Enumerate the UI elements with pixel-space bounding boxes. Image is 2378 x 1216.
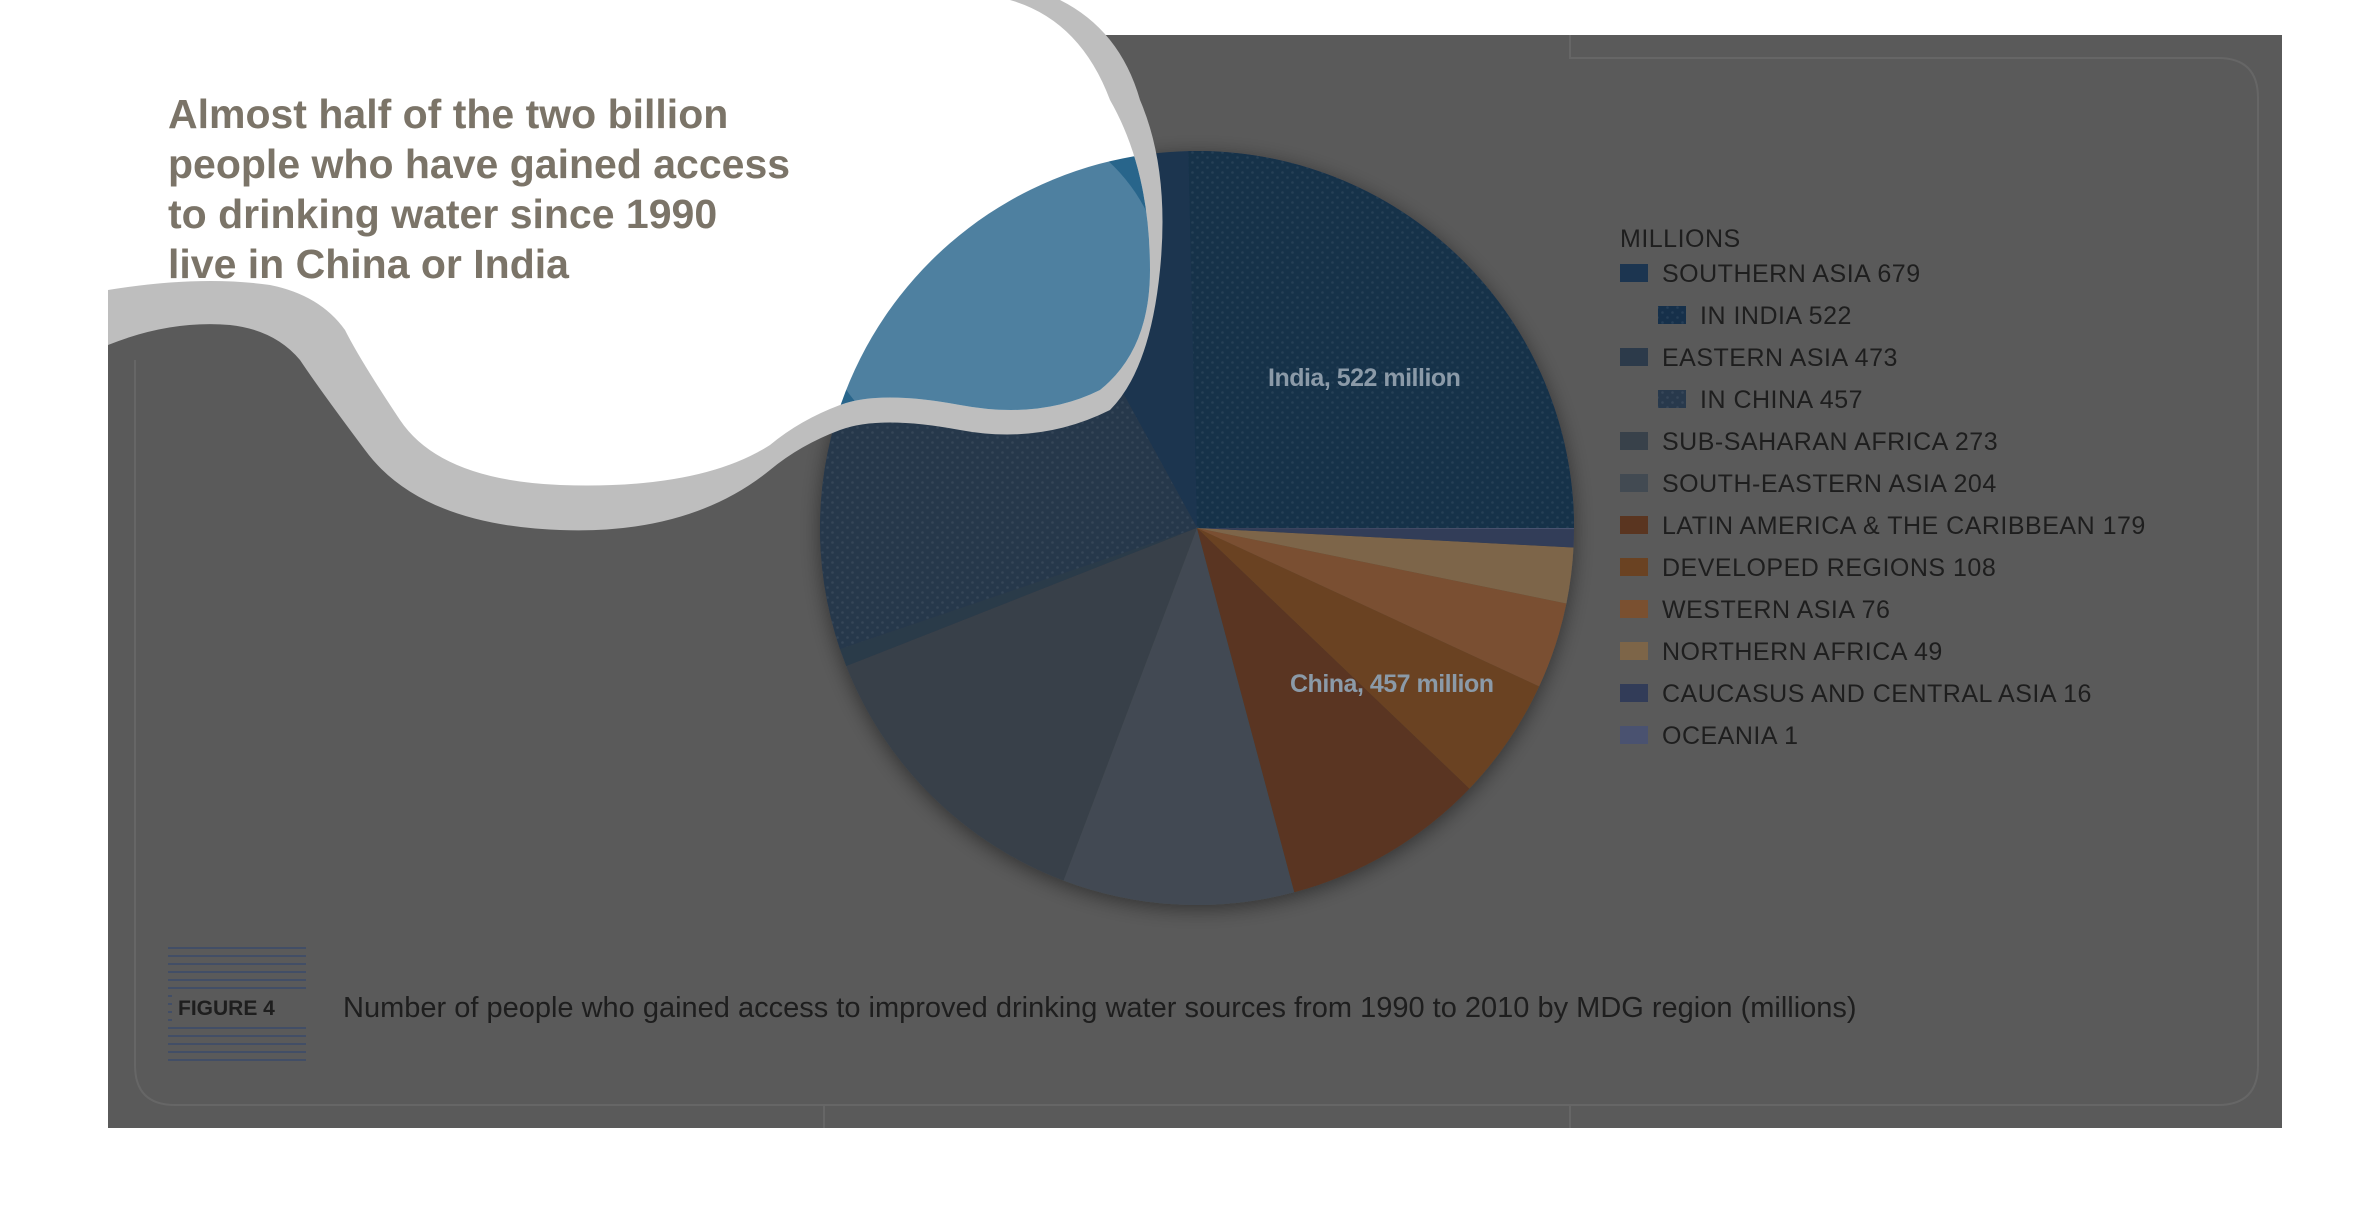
headline-line-2: people who have gained access bbox=[168, 141, 790, 187]
figure-label: FIGURE 4 bbox=[168, 947, 308, 1061]
legend-swatch-northern-africa-49 bbox=[1620, 642, 1648, 660]
slice-label-india: India, 522 million bbox=[1268, 364, 1460, 392]
legend-swatch-south-eastern-asia-204 bbox=[1620, 474, 1648, 492]
legend-swatch-eastern-asia-473 bbox=[1620, 348, 1648, 366]
headline-line-4: live in China or India bbox=[168, 241, 570, 287]
legend-label-developed-regions-108: DEVELOPED REGIONS 108 bbox=[1662, 554, 1996, 582]
legend-unit-label: MILLIONS bbox=[1620, 225, 1741, 253]
headline-line-1: Almost half of the two billion bbox=[168, 91, 728, 137]
legend-swatch-texture-in-india-522 bbox=[1658, 306, 1686, 324]
panel-frame bbox=[134, 35, 2259, 1128]
legend-label-in-china-457: IN CHINA 457 bbox=[1700, 386, 1863, 414]
pie-slice-oceania bbox=[1197, 528, 1575, 530]
legend-label-sub-saharan-africa-273: SUB-SAHARAN AFRICA 273 bbox=[1662, 428, 1998, 456]
legend-label-eastern-asia-473: EASTERN ASIA 473 bbox=[1662, 344, 1898, 372]
legend-label-western-asia-76: WESTERN ASIA 76 bbox=[1662, 596, 1890, 624]
pie-slice-western-asia bbox=[1197, 528, 1567, 687]
legend: MILLIONS SOUTHERN ASIA 679 IN INDIA 522 EA… bbox=[1620, 225, 2146, 750]
pie-slice-sub-saharan-africa bbox=[846, 528, 1197, 881]
legend-label-latin-america-and-the-caribbean-179: LATIN AMERICA & THE CARIBBEAN 179 bbox=[1662, 512, 2146, 540]
figure-caption: Number of people who gained access to im… bbox=[343, 992, 1857, 1024]
pie-slice-caucasus-and-central-asia bbox=[1197, 528, 1574, 548]
legend-swatch-latin-america-and-the-caribbean-179 bbox=[1620, 516, 1648, 534]
magnifier-lens bbox=[815, 115, 1150, 465]
figure-number: FIGURE 4 bbox=[178, 997, 275, 1020]
slice-label-china: China, 457 million bbox=[1290, 670, 1494, 698]
legend-swatch-developed-regions-108 bbox=[1620, 558, 1648, 576]
pie-slice-latin-america-and-the-caribbean bbox=[1197, 528, 1470, 893]
legend-swatch-texture-in-china-457 bbox=[1658, 390, 1686, 408]
legend-swatch-caucasus-and-central-asia-16 bbox=[1620, 684, 1648, 702]
headline-line-3: to drinking water since 1990 bbox=[168, 191, 717, 237]
pie-slice-northern-africa bbox=[1197, 528, 1574, 604]
legend-swatch-southern-asia-679 bbox=[1620, 264, 1648, 282]
pie-slice-south-eastern-asia bbox=[1063, 528, 1295, 906]
legend-label-south-eastern-asia-204: SOUTH-EASTERN ASIA 204 bbox=[1662, 470, 1997, 498]
pie-subslice-texture-in-india bbox=[1188, 151, 1574, 528]
pie-slice-developed-regions bbox=[1197, 528, 1540, 789]
legend-swatch-oceania-1 bbox=[1620, 726, 1648, 744]
headline: Almost half of the two billion people wh… bbox=[168, 91, 790, 287]
legend-label-in-india-522: IN INDIA 522 bbox=[1700, 302, 1852, 330]
legend-label-oceania-1: OCEANIA 1 bbox=[1662, 722, 1799, 750]
legend-swatch-sub-saharan-africa-273 bbox=[1620, 432, 1648, 450]
legend-label-southern-asia-679: SOUTHERN ASIA 679 bbox=[1662, 260, 1921, 288]
legend-label-caucasus-and-central-asia-16: CAUCASUS AND CENTRAL ASIA 16 bbox=[1662, 680, 2092, 708]
legend-label-northern-africa-49: NORTHERN AFRICA 49 bbox=[1662, 638, 1943, 666]
legend-swatch-western-asia-76 bbox=[1620, 600, 1648, 618]
